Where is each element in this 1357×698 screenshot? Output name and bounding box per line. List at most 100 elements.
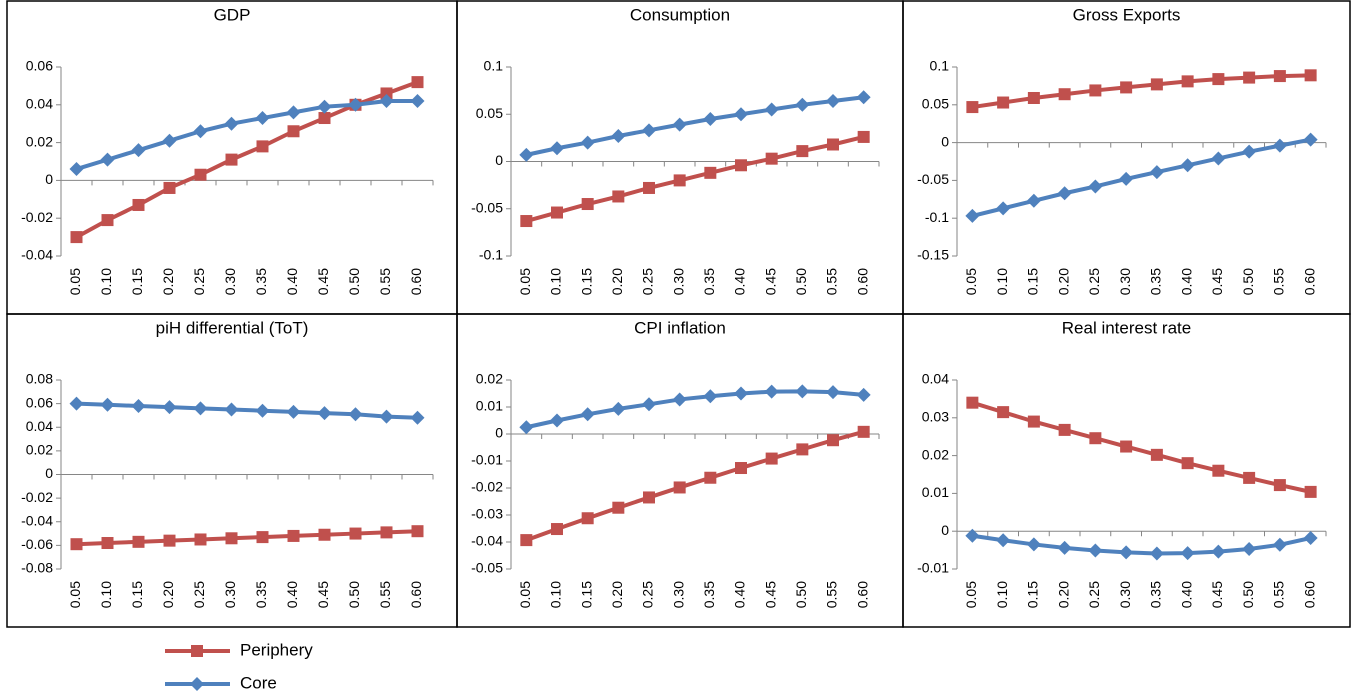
x-tick-label: 0.40: [1178, 581, 1194, 608]
series-line: [971, 400, 1312, 494]
series-line: [525, 134, 865, 223]
series-line: [525, 389, 864, 430]
x-tick-label: 0.20: [1055, 268, 1071, 295]
y-tick-label: 0: [941, 133, 949, 149]
marker: [827, 434, 839, 447]
marker: [70, 231, 83, 244]
x-tick-label: 0.45: [1209, 581, 1225, 608]
marker: [551, 206, 563, 219]
marker: [1027, 91, 1040, 104]
marker: [1181, 75, 1194, 88]
x-tick-label: 0.55: [1271, 581, 1287, 608]
x-tick-label: 0.25: [191, 268, 207, 295]
marker: [673, 174, 686, 187]
x-tick-label: 0.25: [1086, 268, 1102, 295]
x-tick-label: 0.60: [1301, 581, 1317, 608]
x-tick-label: 0.10: [994, 581, 1010, 608]
marker: [1058, 423, 1071, 436]
marker: [1088, 543, 1103, 558]
legend-label: Periphery: [240, 640, 313, 659]
chart-title: CPI inflation: [634, 318, 726, 337]
marker: [193, 124, 208, 139]
x-tick-label: 0.35: [1148, 581, 1164, 608]
marker: [317, 406, 332, 421]
marker: [286, 105, 301, 120]
x-tick-label: 0.35: [701, 581, 717, 608]
x-tick-label: 0.50: [1240, 268, 1256, 295]
x-tick-label: 0.15: [578, 581, 594, 608]
marker: [703, 111, 718, 126]
marker: [965, 528, 980, 543]
chart-title: Consumption: [630, 5, 730, 24]
x-tick-label: 0.45: [315, 581, 331, 608]
x-tick-label: 0.10: [98, 268, 114, 295]
x-tick-label: 0.10: [548, 268, 564, 295]
marker: [796, 443, 809, 456]
marker: [642, 397, 656, 412]
marker: [286, 404, 301, 419]
marker: [611, 401, 626, 416]
panel: [902, 313, 1351, 628]
marker: [131, 143, 146, 158]
marker: [1243, 71, 1256, 84]
y-tick-label: -0.01: [471, 452, 503, 468]
marker: [380, 87, 393, 100]
marker: [318, 112, 331, 125]
marker: [764, 102, 779, 117]
marker: [256, 531, 269, 544]
marker: [224, 116, 239, 131]
y-tick-label: 0: [45, 171, 53, 187]
y-tick-label: 0.05: [476, 105, 503, 121]
marker: [672, 117, 687, 132]
marker: [1119, 171, 1134, 186]
x-tick-label: 0.60: [408, 581, 424, 608]
marker: [132, 198, 145, 211]
marker: [580, 135, 595, 150]
x-tick-label: 0.55: [377, 581, 393, 608]
marker: [1211, 544, 1226, 559]
x-tick-label: 0.15: [1025, 268, 1041, 295]
marker: [826, 94, 840, 109]
x-tick-label: 0.45: [1209, 268, 1225, 295]
marker: [349, 527, 362, 540]
marker: [1304, 69, 1317, 82]
marker: [795, 384, 810, 399]
x-tick-label: 0.45: [315, 268, 331, 295]
x-tick-label: 0.05: [67, 581, 83, 608]
marker: [704, 471, 717, 484]
series-line: [972, 73, 1311, 110]
x-tick-label: 0.45: [762, 581, 778, 608]
x-tick-label: 0.40: [732, 581, 748, 608]
x-tick-label: 0.10: [994, 268, 1010, 295]
series-line: [75, 99, 418, 171]
x-tick-label: 0.20: [609, 581, 625, 608]
x-tick-label: 0.35: [253, 268, 269, 295]
marker: [703, 389, 718, 404]
marker: [856, 90, 871, 105]
y-tick-label: 0.05: [922, 96, 949, 112]
x-tick-label: 0.30: [1117, 581, 1133, 608]
x-tick-label: 0.05: [67, 268, 83, 295]
marker: [996, 201, 1011, 216]
x-tick-label: 0.20: [160, 581, 176, 608]
marker: [1027, 415, 1040, 428]
marker: [380, 526, 393, 539]
y-tick-label: -0.04: [21, 512, 53, 528]
marker: [194, 168, 207, 181]
x-tick-label: 0.50: [346, 268, 362, 295]
x-tick-label: 0.15: [129, 581, 145, 608]
y-tick-label: -0.15: [917, 247, 949, 263]
x-tick-label: 0.25: [1086, 581, 1102, 608]
series-line: [525, 95, 864, 157]
y-tick-label: -0.05: [917, 171, 949, 187]
marker: [1119, 545, 1134, 560]
marker: [612, 501, 625, 514]
marker: [996, 533, 1011, 548]
marker: [519, 420, 534, 435]
marker: [642, 123, 656, 138]
marker: [1273, 479, 1286, 492]
y-tick-label: -0.02: [21, 489, 53, 505]
x-tick-label: 0.40: [732, 268, 748, 295]
marker: [411, 525, 424, 538]
x-tick-label: 0.15: [578, 268, 594, 295]
